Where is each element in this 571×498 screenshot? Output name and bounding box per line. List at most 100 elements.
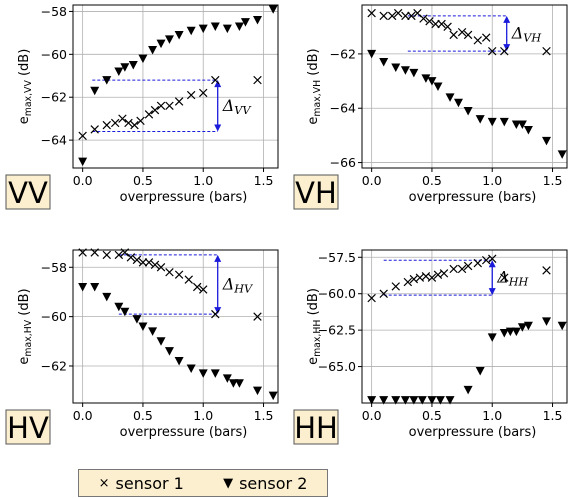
data-point-sensor-1: [488, 46, 497, 56]
x-axis-label: overpressure (bars): [409, 190, 537, 205]
data-point-sensor-2: [499, 117, 509, 127]
panel-label-box: [5, 409, 51, 445]
y-tick-label: −57.5: [318, 250, 356, 265]
data-point-sensor-2: [234, 22, 244, 31]
data-point-sensor-2: [517, 120, 527, 130]
x-tick-label: 1.5: [254, 173, 274, 188]
data-point-sensor-2: [391, 396, 401, 405]
delta-arrow-head-down: [214, 307, 222, 315]
data-point-sensor-1: [488, 254, 497, 263]
data-point-sensor-2: [542, 136, 551, 146]
chart-panel-hh: 0.0 0.5 1.0 1.5 −65.0 −62.5 −60.0 −57.5 overpres…: [293, 249, 568, 445]
data-point-sensor-2: [517, 323, 527, 332]
x-tick-label: 0.5: [133, 173, 153, 188]
data-point-sensor-2: [421, 74, 431, 83]
delta-arrow-head-up: [214, 80, 222, 88]
x-axis-label: overpressure (bars): [120, 425, 248, 440]
x-tick-label: 0.0: [73, 408, 93, 423]
data-point-sensor-1: [457, 264, 467, 274]
data-point-sensor-2: [164, 35, 174, 44]
plot-frame: [72, 249, 279, 404]
panel-label-box: [293, 174, 339, 210]
data-point-sensor-1: [253, 312, 262, 321]
x-tick-label: 0.5: [133, 408, 153, 423]
data-point-sensor-1: [253, 75, 262, 85]
data-point-sensor-2: [148, 46, 158, 55]
data-point-sensor-2: [435, 396, 445, 405]
data-point-sensor-1: [150, 105, 160, 115]
x-axis-label: overpressure (bars): [120, 190, 248, 205]
x-axis-label: overpressure (bars): [409, 425, 537, 440]
delta-arrow-head-up: [214, 254, 222, 262]
x-tick-label: 1.0: [193, 408, 213, 423]
data-point-sensor-1: [437, 19, 446, 29]
data-point-sensor-1: [130, 120, 139, 130]
data-point-sensor-2: [120, 307, 130, 317]
data-point-sensor-2: [475, 115, 485, 124]
data-point-sensor-1: [90, 248, 99, 257]
data-point-sensor-1: [211, 309, 220, 319]
data-point-sensor-1: [78, 248, 87, 257]
data-point-sensor-2: [114, 302, 124, 312]
data-point-sensor-2: [523, 125, 533, 135]
x-tick-label: 1.0: [193, 173, 213, 188]
y-tick-label: −58: [41, 260, 67, 275]
data-point-sensor-2: [234, 379, 244, 388]
data-point-sensor-1: [199, 285, 208, 294]
x-tick-label: 0.0: [362, 408, 382, 423]
data-point-sensor-1: [124, 118, 133, 128]
data-point-sensor-2: [78, 283, 88, 292]
y-tick-label: −62: [41, 358, 67, 373]
data-point-sensor-1: [427, 273, 437, 282]
x-tick-label: 1.5: [543, 408, 563, 423]
data-point-sensor-2: [120, 63, 130, 72]
y-tick-label: −62: [330, 46, 356, 61]
delta-label: ΔVH: [511, 24, 542, 45]
data-point-sensor-1: [184, 275, 193, 284]
data-point-sensor-2: [445, 396, 455, 405]
data-point-sensor-2: [453, 98, 463, 108]
panel-label: HH: [294, 411, 338, 445]
data-point-sensor-2: [210, 369, 220, 378]
data-point-sensor-1: [463, 30, 473, 40]
data-point-sensor-1: [407, 11, 416, 21]
data-point-sensor-2: [240, 18, 250, 27]
data-point-sensor-1: [379, 289, 388, 298]
data-point-sensor-1: [387, 11, 397, 21]
data-point-sensor-1: [132, 255, 142, 265]
data-point-sensor-1: [401, 11, 410, 21]
data-point-sensor-1: [542, 46, 551, 56]
data-point-sensor-1: [144, 258, 154, 267]
data-point-sensor-2: [228, 379, 238, 388]
data-point-sensor-2: [367, 49, 377, 59]
x-tick-label: 1.0: [482, 408, 502, 423]
data-point-sensor-2: [379, 396, 389, 405]
legend: × sensor 1 ▼ sensor 2: [78, 469, 328, 497]
data-point-sensor-2: [174, 31, 184, 40]
x-tick-label: 1.5: [254, 408, 274, 423]
data-point-sensor-1: [463, 261, 473, 271]
x-tick-label: 0.5: [422, 173, 442, 188]
data-point-sensor-2: [367, 396, 377, 405]
data-point-sensor-2: [132, 315, 142, 324]
data-point-sensor-1: [449, 30, 458, 40]
data-point-sensor-1: [114, 250, 124, 260]
data-point-sensor-2: [268, 391, 278, 401]
data-point-sensor-1: [174, 97, 184, 106]
chart-panel-hv: 0.0 0.5 1.0 1.5 −62 −60 −58 overpressure (bars)…: [5, 248, 279, 445]
panel-label-box: [5, 174, 51, 210]
data-point-sensor-1: [199, 88, 208, 98]
y-tick-label: −58: [41, 4, 67, 19]
data-point-sensor-1: [500, 273, 509, 282]
x-tick-label: 1.0: [482, 173, 502, 188]
data-point-sensor-1: [425, 17, 434, 26]
y-axis-label: emax,VH (dB): [306, 48, 323, 124]
chart-panel-vv: 0.0 0.5 1.0 1.5 −64 −62 −60 −58 overpressure (ba…: [5, 4, 279, 210]
data-point-sensor-1: [419, 14, 428, 23]
delta-arrow-head-down: [488, 288, 496, 296]
data-point-sensor-1: [174, 270, 184, 279]
data-point-sensor-2: [186, 364, 196, 373]
data-point-sensor-2: [557, 150, 567, 159]
x-tick-label: 0.0: [362, 173, 382, 188]
